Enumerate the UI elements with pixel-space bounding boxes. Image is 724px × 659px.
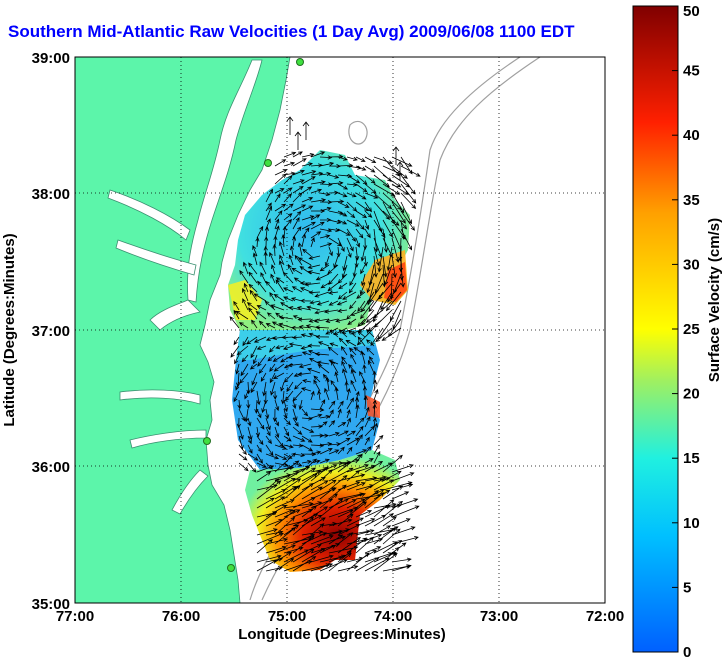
velocity-vectors	[229, 116, 421, 572]
x-tick-label: 77:00	[56, 608, 94, 625]
y-tick-label: 35:00	[32, 596, 70, 613]
station-marker	[296, 58, 304, 66]
colorbar-label: Surface Velocity (cm/s)	[706, 218, 723, 382]
y-tick-label: 38:00	[32, 186, 70, 203]
land-mass	[75, 57, 291, 603]
station-marker	[264, 159, 272, 167]
central-east-hot-spot	[366, 395, 380, 418]
station-marker	[227, 564, 235, 572]
x-tick-label: 73:00	[480, 608, 518, 625]
x-axis: 77:00 76:00 75:00 74:00 73:00 72:00 Long…	[56, 608, 624, 643]
central-cyan-ring	[236, 330, 376, 360]
vector-arrows	[229, 116, 421, 572]
x-tick-label: 75:00	[268, 608, 306, 625]
colorbar-tick-label: 10	[683, 515, 700, 532]
map-title: Southern Mid-Atlantic Raw Velocities (1 …	[8, 22, 575, 41]
colorbar-tick-label: 15	[683, 450, 700, 467]
north-west-warm-edge	[228, 280, 262, 320]
y-axis-label: Latitude (Degrees:Minutes)	[1, 233, 18, 426]
colorbar-tick-label: 40	[683, 127, 700, 144]
colorbar-tick-label: 25	[683, 321, 700, 338]
x-tick-label: 74:00	[374, 608, 412, 625]
colorbar-tick-label: 5	[683, 579, 691, 596]
colorbar-tick-label: 35	[683, 192, 700, 209]
y-tick-label: 37:00	[32, 323, 70, 340]
x-axis-label: Longitude (Degrees:Minutes)	[238, 626, 446, 643]
station-marker	[203, 437, 211, 445]
radar-stations	[203, 58, 304, 572]
y-axis: 39:00 38:00 37:00 36:00 35:00 Latitude (…	[1, 50, 70, 613]
x-tick-label: 76:00	[162, 608, 200, 625]
y-tick-label: 36:00	[32, 459, 70, 476]
colorbar-tick-label: 45	[683, 63, 700, 80]
grid-lines	[75, 57, 605, 603]
colorbar: 0 5 10 15 20 25 30 35 40 45 50 Surface Velocity (c…	[632, 3, 723, 659]
colorbar-gradient	[632, 5, 679, 653]
colorbar-tick-label: 50	[683, 3, 700, 20]
colorbar-tick-label: 20	[683, 386, 700, 403]
colorbar-tick-label: 30	[683, 256, 700, 273]
x-tick-label: 72:00	[586, 608, 624, 625]
colorbar-tick-label: 0	[683, 644, 691, 659]
plot-frame	[74, 56, 606, 604]
y-tick-label: 39:00	[32, 50, 70, 67]
